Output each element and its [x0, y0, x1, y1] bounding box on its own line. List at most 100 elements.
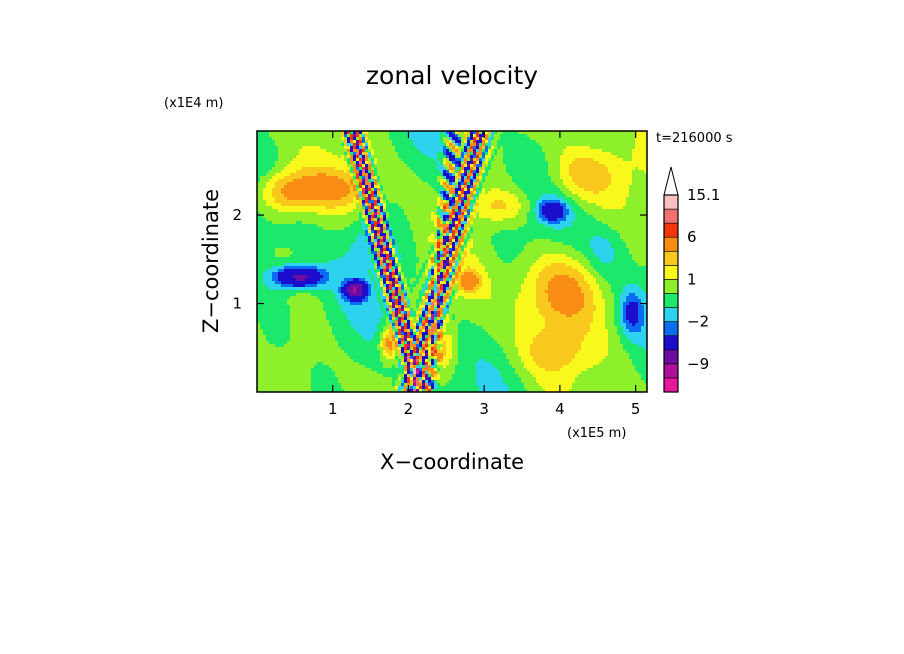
- field-cell: [356, 233, 360, 237]
- field-cell: [548, 200, 552, 204]
- field-cell: [452, 134, 456, 138]
- field-cell: [437, 146, 441, 150]
- field-cell: [407, 170, 411, 174]
- field-cell: [320, 197, 324, 201]
- field-cell: [623, 230, 627, 234]
- field-cell: [284, 206, 288, 210]
- field-cell: [413, 146, 417, 150]
- field-cell: [455, 221, 459, 225]
- field-cell: [383, 170, 387, 174]
- field-cell: [614, 203, 618, 207]
- field-cell: [473, 221, 477, 225]
- field-cell: [542, 167, 546, 171]
- field-cell: [398, 218, 402, 222]
- field-cell: [368, 221, 372, 225]
- field-cell: [434, 161, 438, 165]
- field-cell: [281, 242, 285, 246]
- field-cell: [530, 167, 534, 171]
- field-cell: [356, 194, 360, 198]
- field-cell: [263, 239, 267, 243]
- field-cell: [335, 164, 339, 168]
- field-cell: [584, 131, 588, 135]
- field-cell: [290, 176, 294, 180]
- field-cell: [566, 230, 570, 234]
- field-cell: [491, 131, 495, 135]
- field-cell: [488, 143, 492, 147]
- field-cell: [365, 191, 369, 195]
- field-cell: [548, 209, 552, 213]
- field-cell: [596, 242, 600, 246]
- field-cell: [476, 164, 480, 168]
- field-cell: [452, 152, 456, 156]
- field-cell: [335, 185, 339, 189]
- field-cell: [578, 155, 582, 159]
- field-cell: [362, 212, 366, 216]
- field-cell: [614, 164, 618, 168]
- field-cell: [476, 161, 480, 165]
- field-cell: [371, 146, 375, 150]
- field-cell: [485, 206, 489, 210]
- field-cell: [347, 164, 351, 168]
- field-cell: [458, 170, 462, 174]
- field-cell: [380, 197, 384, 201]
- field-cell: [359, 131, 363, 135]
- field-cell: [509, 221, 513, 225]
- field-cell: [635, 203, 639, 207]
- field-cell: [311, 227, 315, 231]
- field-cell: [380, 170, 384, 174]
- field-cell: [638, 242, 642, 246]
- field-cell: [335, 188, 339, 192]
- field-cell: [512, 161, 516, 165]
- field-cell: [470, 209, 474, 213]
- field-cell: [605, 158, 609, 162]
- field-cell: [380, 179, 384, 183]
- field-cell: [353, 191, 357, 195]
- field-cell: [524, 173, 528, 177]
- field-cell: [338, 242, 342, 246]
- field-cell: [359, 158, 363, 162]
- field-cell: [290, 173, 294, 177]
- field-cell: [425, 212, 429, 216]
- field-cell: [410, 170, 414, 174]
- field-cell: [506, 191, 510, 195]
- field-cell: [320, 155, 324, 159]
- field-cell: [419, 146, 423, 150]
- field-cell: [377, 212, 381, 216]
- field-cell: [587, 239, 591, 243]
- field-cell: [494, 194, 498, 198]
- field-cell: [431, 152, 435, 156]
- field-cell: [392, 206, 396, 210]
- field-cell: [485, 188, 489, 192]
- field-cell: [638, 176, 642, 180]
- field-cell: [542, 212, 546, 216]
- field-cell: [584, 146, 588, 150]
- field-cell: [443, 227, 447, 231]
- field-cell: [401, 227, 405, 231]
- field-cell: [290, 188, 294, 192]
- field-cell: [479, 134, 483, 138]
- field-cell: [359, 146, 363, 150]
- field-cell: [482, 218, 486, 222]
- field-cell: [539, 218, 543, 222]
- field-cell: [608, 149, 612, 153]
- field-cell: [272, 188, 276, 192]
- field-cell: [392, 161, 396, 165]
- field-cell: [494, 140, 498, 144]
- field-cell: [593, 239, 597, 243]
- field-cell: [287, 173, 291, 177]
- field-cell: [266, 161, 270, 165]
- field-cell: [566, 212, 570, 216]
- field-cell: [506, 239, 510, 243]
- field-cell: [554, 194, 558, 198]
- field-cell: [260, 131, 264, 135]
- field-cell: [569, 203, 573, 207]
- field-cell: [293, 179, 297, 183]
- field-cell: [347, 230, 351, 234]
- field-cell: [347, 224, 351, 228]
- field-cell: [494, 209, 498, 213]
- field-cell: [272, 149, 276, 153]
- field-cell: [320, 230, 324, 234]
- field-cell: [389, 191, 393, 195]
- field-cell: [260, 215, 264, 219]
- field-cell: [269, 227, 273, 231]
